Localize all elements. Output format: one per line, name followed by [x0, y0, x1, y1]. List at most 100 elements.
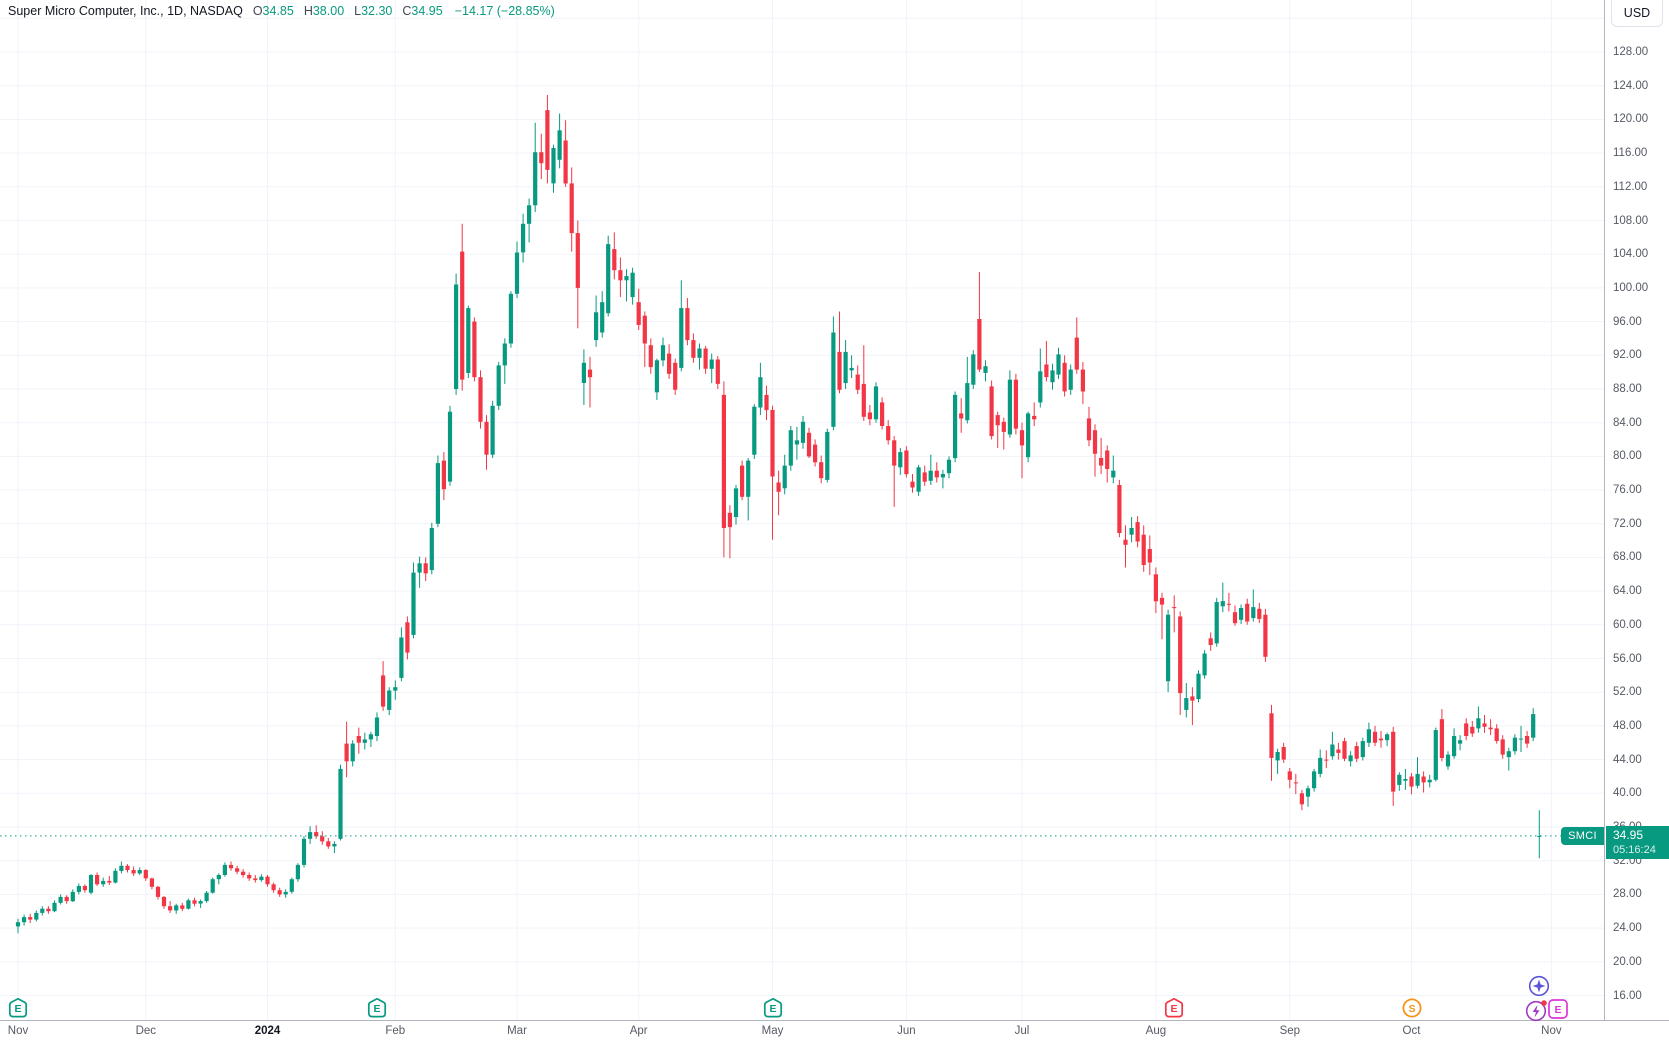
candle-body: [904, 450, 909, 475]
price-tick-label: 16.00: [1613, 989, 1642, 1002]
candle-body: [374, 717, 380, 736]
low-value: L32.30: [354, 4, 393, 18]
candle-body: [606, 244, 611, 314]
candle-body: [1397, 774, 1402, 785]
candle-body: [1269, 713, 1274, 758]
sparkle-icon[interactable]: [1528, 975, 1550, 1002]
candle-body: [934, 470, 939, 478]
candle-body: [168, 906, 173, 911]
price-tick-label: 24.00: [1613, 922, 1642, 935]
time-tick-label: Apr: [629, 1025, 648, 1037]
candle-body: [180, 905, 185, 909]
candle-body: [1488, 727, 1493, 730]
candle-body: [423, 563, 428, 574]
candle-body: [1062, 362, 1067, 392]
price-tick-label: 76.00: [1613, 484, 1642, 496]
candle-body: [1537, 835, 1542, 837]
candle-body: [953, 394, 958, 459]
price-tick-label: 52.00: [1613, 686, 1642, 699]
candle-body: [1470, 726, 1475, 734]
candle-body: [64, 896, 69, 902]
candle-body: [685, 308, 690, 341]
candle-body: [399, 637, 404, 678]
candle-body: [411, 572, 416, 635]
candle-body: [752, 406, 757, 455]
earnings-badge[interactable]: E: [366, 997, 388, 1019]
price-axis[interactable]: USD 128.00 124.00 120.00 116.00 112.00 108.00…: [1604, 0, 1669, 1020]
candle-body: [989, 386, 994, 437]
price-tick-label: 100.00: [1613, 281, 1649, 294]
candle-body: [1208, 638, 1213, 645]
candle-body: [721, 394, 726, 528]
high-value: H38.00: [303, 4, 345, 18]
candle-body: [259, 876, 264, 881]
candle-body: [484, 421, 489, 455]
candle-body: [301, 838, 307, 865]
candle-body: [539, 152, 544, 164]
candle-body: [703, 348, 708, 369]
candle-body: [326, 841, 331, 847]
candle-body: [940, 474, 945, 478]
time-axis[interactable]: Nov Dec 2024 Feb Mar Apr May Jun Jul Aug Sep Oct Nov: [0, 1020, 1669, 1045]
candle-body: [1421, 776, 1426, 783]
candle-body: [642, 315, 647, 344]
symbol-legend[interactable]: Super Micro Computer, Inc., 1D, NASDAQ O…: [8, 4, 555, 18]
candle-body: [1105, 450, 1110, 469]
candle-body: [600, 302, 605, 333]
candle-body: [1190, 696, 1195, 701]
candle-body: [618, 270, 623, 281]
time-tick-label: Aug: [1145, 1025, 1167, 1037]
candle-body: [429, 528, 434, 571]
candle-body: [654, 360, 659, 393]
candle-body: [283, 891, 288, 895]
earnings-badge[interactable]: E: [762, 997, 784, 1019]
price-tick-label: 92.00: [1613, 349, 1642, 362]
candle-body: [1372, 731, 1378, 743]
candle-body: [320, 836, 325, 842]
candle-body: [1044, 364, 1049, 378]
candle-body: [1427, 779, 1432, 783]
candle-body: [861, 383, 866, 417]
candle-body: [34, 912, 39, 920]
time-tick-label: Nov: [7, 1025, 29, 1037]
candle-body: [387, 690, 392, 710]
candle-body: [295, 864, 300, 880]
price-tick-label: 20.00: [1613, 955, 1642, 968]
candle-body: [770, 410, 775, 477]
candle-body: [235, 868, 240, 872]
candle-body: [557, 130, 562, 160]
price-tick-label: 28.00: [1613, 888, 1642, 901]
chart-canvas[interactable]: Super Micro Computer, Inc., 1D, NASDAQ O…: [0, 0, 1604, 1045]
candle-body: [612, 249, 617, 271]
candle-body: [101, 880, 106, 885]
candle-body: [460, 251, 465, 380]
events-e-icon[interactable]: E: [1547, 998, 1569, 1025]
price-tick-label: 40.00: [1613, 787, 1642, 800]
candle-body: [253, 878, 258, 881]
candle-body: [149, 878, 154, 887]
candle-body: [636, 302, 641, 325]
candle-body: [873, 386, 879, 420]
svg-text:E: E: [373, 1003, 380, 1015]
lightning-icon[interactable]: [1525, 998, 1551, 1027]
price-tick-label: 72.00: [1613, 517, 1642, 530]
candle-body: [1038, 371, 1043, 403]
split-badge[interactable]: S: [1401, 997, 1423, 1019]
candle-body: [277, 890, 282, 895]
candle-body: [95, 875, 100, 885]
candle-body: [697, 348, 702, 358]
currency-toggle[interactable]: USD: [1611, 0, 1663, 27]
earnings-badge[interactable]: E: [7, 997, 29, 1019]
candle-body: [624, 276, 629, 281]
candle-body: [441, 460, 446, 490]
price-tick-label: 60.00: [1613, 618, 1642, 631]
candle-body: [1263, 614, 1268, 657]
earnings-badge[interactable]: E: [1163, 997, 1185, 1019]
candle-body: [131, 870, 136, 874]
candle-body: [806, 432, 812, 457]
price-tick-label: 84.00: [1613, 416, 1642, 429]
candle-body: [15, 922, 21, 927]
candle-body: [1433, 730, 1438, 780]
candle-body: [447, 411, 453, 482]
